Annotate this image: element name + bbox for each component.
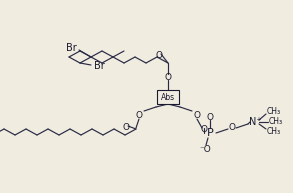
Text: O: O: [229, 124, 236, 133]
Text: O: O: [164, 73, 171, 81]
Text: CH₃: CH₃: [267, 126, 281, 135]
Text: O: O: [193, 112, 200, 120]
Text: O: O: [200, 125, 207, 135]
Text: CH₃: CH₃: [267, 108, 281, 117]
Text: CH₃: CH₃: [269, 118, 283, 126]
Text: Br: Br: [94, 61, 105, 71]
Text: O: O: [122, 123, 130, 131]
Text: Br: Br: [66, 43, 77, 53]
Text: N⁺: N⁺: [249, 117, 261, 127]
Text: P: P: [207, 128, 213, 138]
FancyBboxPatch shape: [157, 90, 179, 104]
Text: O: O: [207, 113, 214, 122]
Text: O: O: [135, 112, 142, 120]
Text: ⁻O: ⁻O: [199, 146, 211, 155]
Text: O: O: [156, 52, 163, 60]
Text: Abs: Abs: [161, 92, 175, 102]
